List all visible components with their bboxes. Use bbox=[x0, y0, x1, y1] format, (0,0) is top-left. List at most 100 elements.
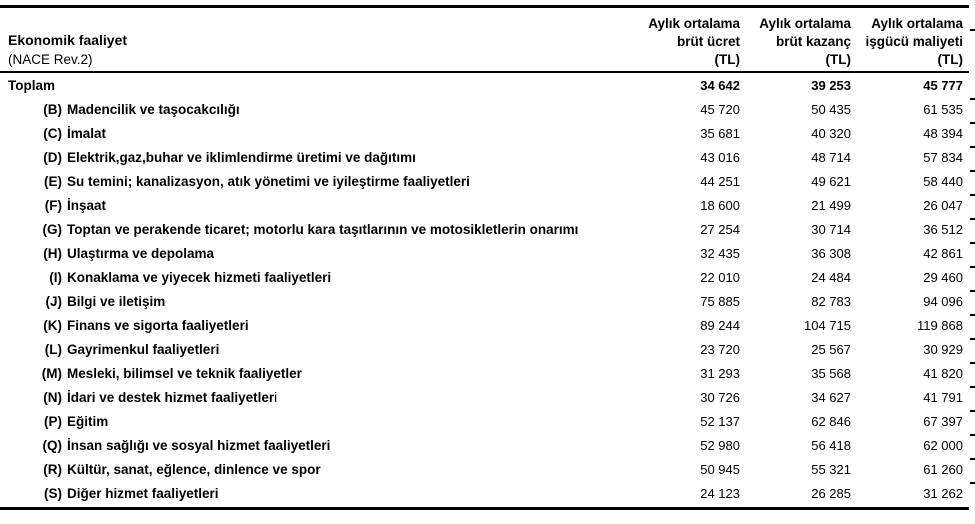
activity-label: Ulaştırma ve depolama bbox=[67, 246, 215, 261]
cell-gross-wage: 44 251 bbox=[700, 174, 740, 189]
row-border-tick bbox=[970, 194, 975, 196]
row-border-tick bbox=[970, 458, 975, 460]
cell-gross-wage: 50 945 bbox=[700, 462, 740, 477]
table-row: (H) Ulaştırma ve depolama 32 435 36 308 4… bbox=[0, 242, 975, 266]
table-row: (B) Madencilik ve taşocakcılığı 45 720 50… bbox=[0, 98, 975, 122]
table-row: (L) Gayrimenkul faaliyetleri 23 720 25 56… bbox=[0, 338, 975, 362]
activity-column-subtitle: (NACE Rev.2) bbox=[8, 52, 93, 67]
activity-label: Diğer hizmet faaliyetleri bbox=[67, 486, 219, 501]
cell-labour-cost: 61 535 bbox=[923, 102, 963, 117]
table-row: Toplam 34 642 39 253 45 777 bbox=[0, 74, 975, 98]
activity-label: İnşaat bbox=[67, 198, 107, 213]
activity-code: (Q) bbox=[42, 438, 63, 453]
activity-label: Su temini; kanalizasyon, atık yönetimi v… bbox=[67, 174, 470, 189]
column-header-line2: brüt ücret bbox=[676, 34, 740, 49]
column-header-gross-wage: Aylık ortalama brüt ücret (TL) bbox=[648, 15, 740, 69]
cell-labour-cost: 48 394 bbox=[923, 126, 963, 141]
cell-labour-cost: 30 929 bbox=[923, 342, 963, 357]
cell-gross-wage: 31 293 bbox=[700, 366, 740, 381]
cell-gross-earnings: 55 321 bbox=[811, 462, 851, 477]
activity-code: (C) bbox=[43, 126, 62, 141]
cell-gross-earnings: 104 715 bbox=[804, 318, 851, 333]
cell-gross-earnings: 26 285 bbox=[811, 486, 851, 501]
cell-labour-cost: 45 777 bbox=[923, 78, 963, 93]
table-row: (E) Su temini; kanalizasyon, atık yönetim… bbox=[0, 170, 975, 194]
cell-labour-cost: 41 791 bbox=[923, 390, 963, 405]
activity-code: (B) bbox=[43, 102, 62, 117]
column-header-line1: Aylık ortalama bbox=[871, 16, 963, 31]
table-header: Ekonomik faaliyet (NACE Rev.2) Aylık ort… bbox=[0, 8, 975, 71]
column-header-line3: (TL) bbox=[825, 52, 851, 67]
activity-code: (L) bbox=[44, 342, 62, 357]
column-header-line3: (TL) bbox=[937, 52, 963, 67]
cell-gross-wage: 23 720 bbox=[700, 342, 740, 357]
activity-code: (E) bbox=[44, 174, 62, 189]
column-header-gross-earnings: Aylık ortalama brüt kazanç (TL) bbox=[759, 15, 851, 69]
row-border-tick bbox=[970, 290, 975, 292]
activity-label: Mesleki, bilimsel ve teknik faaliyetler bbox=[67, 366, 302, 381]
cell-gross-wage: 75 885 bbox=[700, 294, 740, 309]
cell-gross-earnings: 56 418 bbox=[811, 438, 851, 453]
cell-gross-earnings: 50 435 bbox=[811, 102, 851, 117]
column-header-line3: (TL) bbox=[714, 52, 740, 67]
activity-column-header: Ekonomik faaliyet (NACE Rev.2) bbox=[8, 31, 127, 69]
cell-labour-cost: 36 512 bbox=[923, 222, 963, 237]
cell-gross-wage: 30 726 bbox=[700, 390, 740, 405]
activity-code: (D) bbox=[43, 150, 62, 165]
cell-labour-cost: 94 096 bbox=[923, 294, 963, 309]
activity-label: Toplam bbox=[8, 78, 55, 93]
table-row: (J) Bilgi ve iletişim 75 885 82 783 94 09… bbox=[0, 290, 975, 314]
cell-gross-earnings: 36 308 bbox=[811, 246, 851, 261]
table-row: (M) Mesleki, bilimsel ve teknik faaliyetl… bbox=[0, 362, 975, 386]
row-border-tick bbox=[970, 266, 975, 268]
table-row: (D) Elektrik,gaz,buhar ve iklimlendirme ü… bbox=[0, 146, 975, 170]
table-row: (S) Diğer hizmet faaliyetleri 24 123 26 2… bbox=[0, 482, 975, 506]
column-header-labour-cost: Aylık ortalama işgücü maliyeti (TL) bbox=[865, 15, 963, 69]
activity-code: (R) bbox=[43, 462, 62, 477]
activity-column-title: Ekonomik faaliyet bbox=[8, 32, 128, 48]
cell-gross-wage: 89 244 bbox=[700, 318, 740, 333]
cell-labour-cost: 42 861 bbox=[923, 246, 963, 261]
table-row: (I) Konaklama ve yiyecek hizmeti faaliyet… bbox=[0, 266, 975, 290]
cell-gross-wage: 24 123 bbox=[700, 486, 740, 501]
activity-label: Eğitim bbox=[67, 414, 109, 429]
cell-gross-wage: 32 435 bbox=[700, 246, 740, 261]
cell-gross-wage: 52 980 bbox=[700, 438, 740, 453]
cell-gross-wage: 43 016 bbox=[700, 150, 740, 165]
cell-gross-wage: 27 254 bbox=[700, 222, 740, 237]
row-border-tick bbox=[970, 386, 975, 388]
cell-labour-cost: 61 260 bbox=[923, 462, 963, 477]
cell-gross-wage: 35 681 bbox=[700, 126, 740, 141]
table-row: (F) İnşaat 18 600 21 499 26 047 bbox=[0, 194, 975, 218]
activity-code: (I) bbox=[49, 270, 62, 285]
column-header-line1: Aylık ortalama bbox=[648, 16, 740, 31]
cell-labour-cost: 57 834 bbox=[923, 150, 963, 165]
row-border-tick bbox=[970, 482, 975, 484]
row-border-tick bbox=[970, 218, 975, 220]
activity-code: (F) bbox=[44, 198, 62, 213]
cell-gross-earnings: 21 499 bbox=[811, 198, 851, 213]
cell-labour-cost: 67 397 bbox=[923, 414, 963, 429]
activity-label: Konaklama ve yiyecek hizmeti faaliyetler… bbox=[67, 270, 332, 285]
row-border-tick bbox=[970, 434, 975, 436]
row-border-tick bbox=[970, 146, 975, 148]
activity-code: (K) bbox=[43, 318, 62, 333]
table-row: (R) Kültür, sanat, eğlence, dinlence ve s… bbox=[0, 458, 975, 482]
table-row: (N) İdari ve destek hizmet faaliyetleri 3… bbox=[0, 386, 975, 410]
cell-gross-earnings: 39 253 bbox=[811, 78, 851, 93]
activity-label: Bilgi ve iletişim bbox=[67, 294, 166, 309]
cell-gross-earnings: 49 621 bbox=[811, 174, 851, 189]
cell-gross-earnings: 82 783 bbox=[811, 294, 851, 309]
activity-label: Gayrimenkul faaliyetleri bbox=[67, 342, 220, 357]
table-row: (P) Eğitim 52 137 62 846 67 397 bbox=[0, 410, 975, 434]
activity-label: Finans ve sigorta faaliyetleri bbox=[67, 318, 249, 333]
cell-labour-cost: 41 820 bbox=[923, 366, 963, 381]
activity-code: (S) bbox=[44, 486, 62, 501]
cell-labour-cost: 62 000 bbox=[923, 438, 963, 453]
activity-label: Kültür, sanat, eğlence, dinlence ve spor bbox=[67, 462, 321, 477]
cell-gross-earnings: 24 484 bbox=[811, 270, 851, 285]
cell-labour-cost: 58 440 bbox=[923, 174, 963, 189]
table-row: (Q) İnsan sağlığı ve sosyal hizmet faaliy… bbox=[0, 434, 975, 458]
table-body: Toplam 34 642 39 253 45 777 (B) Madencili… bbox=[0, 74, 975, 506]
row-border-tick bbox=[970, 362, 975, 364]
